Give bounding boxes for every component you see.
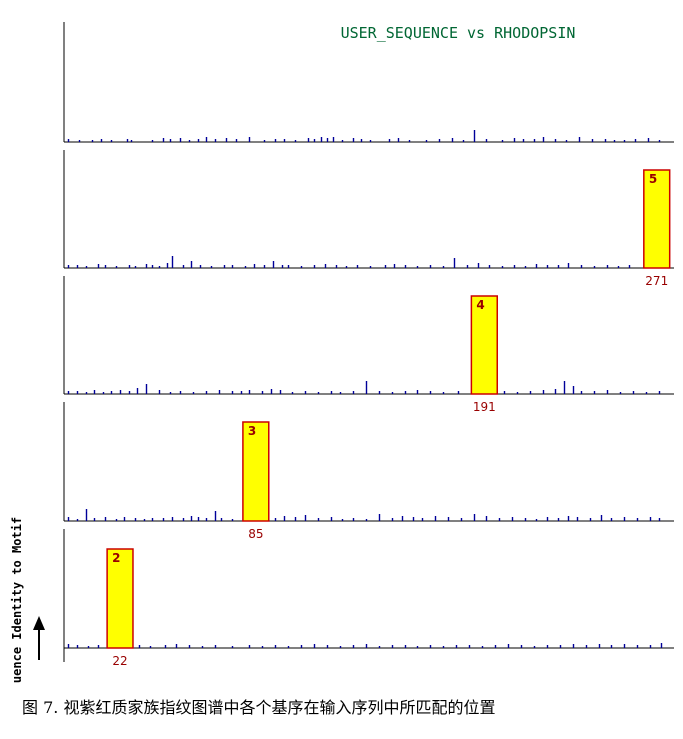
motif-label: 5 <box>649 172 657 186</box>
panel-2: 5 271 <box>63 150 674 288</box>
y-axis-label-text: uence Identity to Motif <box>10 517 24 683</box>
motif-box <box>470 295 499 395</box>
motif-label: 4 <box>476 298 484 312</box>
motif-box <box>242 421 270 522</box>
panel-4: 3 85 <box>63 402 674 541</box>
motif-position-label: 271 <box>645 274 668 288</box>
motif-label: 3 <box>248 424 256 438</box>
motif-box <box>106 548 134 649</box>
panel-1 <box>63 22 674 143</box>
y-axis-label: uence Identity to Motif <box>10 517 24 683</box>
panel-3: 4 191 <box>63 276 674 414</box>
motif-label: 2 <box>112 551 120 565</box>
motif-box <box>643 169 671 269</box>
motif-position-label: 85 <box>248 527 263 541</box>
panel-5: 222 <box>63 529 674 668</box>
chart-title: USER_SEQUENCE vs RHODOPSIN <box>341 24 576 42</box>
motif-position-label: 22 <box>112 654 127 668</box>
figure-caption: 图 7. 视紫红质家族指纹图谱中各个基序在输入序列中所匹配的位置 <box>22 698 496 717</box>
motif-position-label: 191 <box>473 400 496 414</box>
up-arrow-icon <box>33 616 45 660</box>
